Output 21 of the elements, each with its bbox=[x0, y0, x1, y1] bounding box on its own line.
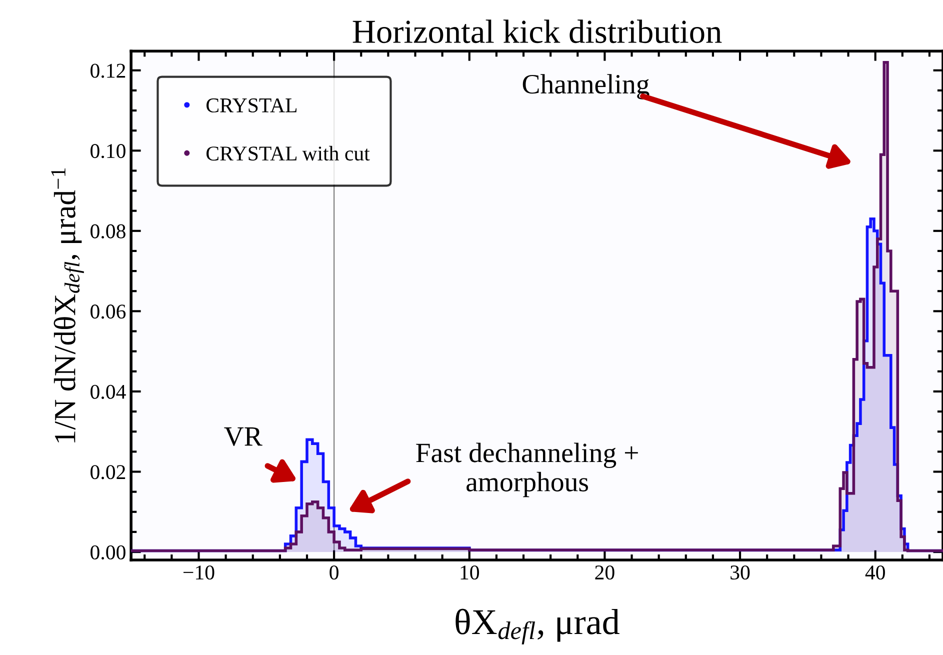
annotation: Fast dechanneling + amorphous bbox=[416, 442, 638, 498]
legend-label: CRYSTAL bbox=[206, 98, 297, 112]
legend-label: CRYSTAL with cut bbox=[206, 146, 370, 161]
annotation: VR bbox=[224, 427, 262, 446]
y-tick-label: 0.12 bbox=[90, 64, 126, 78]
y-tick-label: 0.00 bbox=[90, 545, 126, 560]
x-tick-label: 20 bbox=[595, 565, 614, 580]
y-tick-label: 0.06 bbox=[90, 304, 126, 319]
y-axis-title: 1/N dN/dθX$_{defl}$, μrad$^{−1}$ bbox=[51, 168, 84, 442]
x-tick-label: 0 bbox=[330, 565, 338, 580]
x-axis-title: θX$_{defl}$, μrad bbox=[456, 608, 620, 644]
chart-title: Horizontal kick distribution bbox=[352, 20, 722, 44]
annotation: Channeling bbox=[522, 74, 650, 100]
y-tick-label: 0.08 bbox=[90, 224, 126, 238]
x-tick-label: −10 bbox=[183, 565, 214, 580]
y-tick-label: 0.10 bbox=[90, 144, 126, 158]
x-tick-label: 40 bbox=[865, 565, 885, 580]
x-tick-label: 30 bbox=[730, 565, 750, 580]
x-tick-label: 10 bbox=[460, 565, 479, 580]
y-tick-label: 0.04 bbox=[90, 384, 126, 399]
y-tick-label: 0.02 bbox=[90, 465, 126, 480]
